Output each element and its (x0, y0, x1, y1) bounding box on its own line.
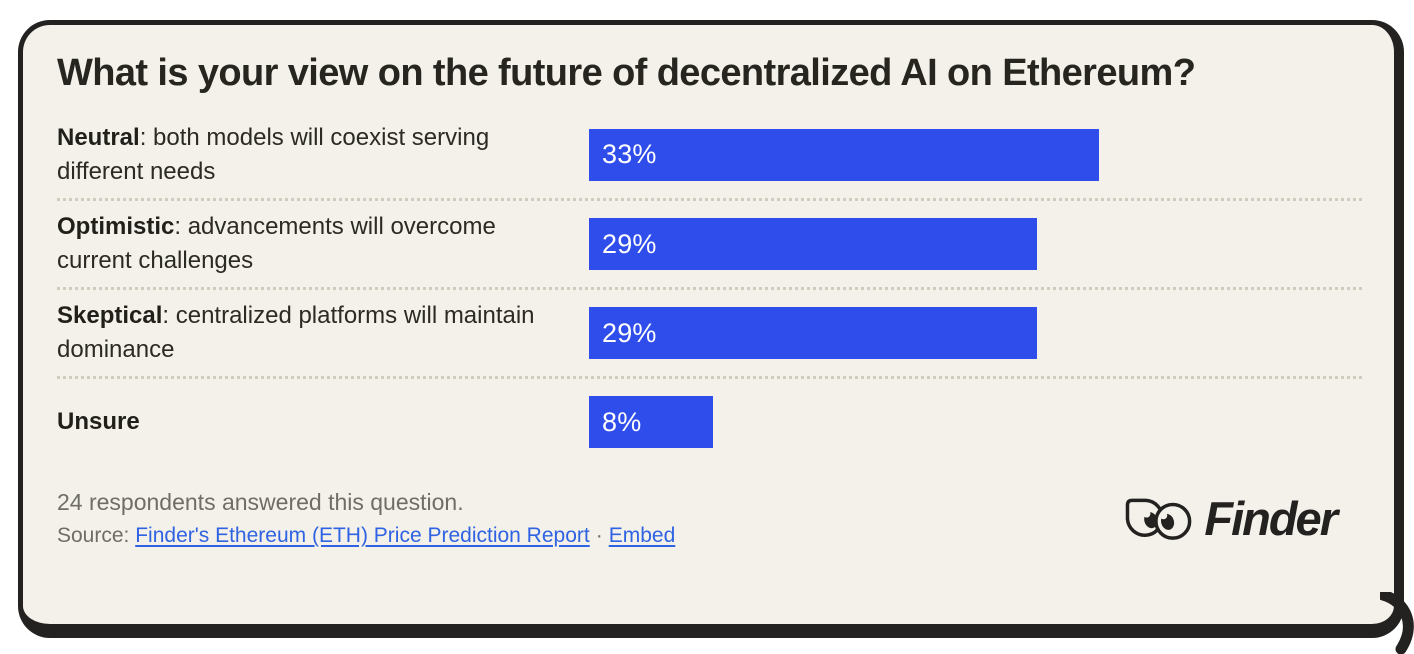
row-label-rest: : centralized platforms will maintain do… (57, 302, 535, 364)
row-label-term: Unsure (57, 408, 140, 436)
row-label-term: Skeptical (57, 302, 163, 330)
footer: 24 respondents answered this question. S… (57, 489, 1362, 548)
chart-row-unsure: Unsure 8% (57, 376, 1362, 465)
row-label: Neutral: both models will coexist servin… (57, 121, 589, 189)
corner-flourish-icon (1380, 592, 1414, 654)
row-label: Unsure (57, 405, 589, 439)
finder-logo: Finder (1124, 491, 1362, 546)
respondents-note: 24 respondents answered this question. (57, 489, 464, 516)
embed-link[interactable]: Embed (608, 524, 676, 548)
bar-unsure: 8% (589, 396, 713, 449)
link-separator: · (595, 524, 603, 548)
chart-row-optimistic: Optimistic: advancements will overcome c… (57, 197, 1362, 287)
page-title: What is your view on the future of decen… (57, 52, 1196, 94)
bar-value-label: 33% (602, 139, 657, 170)
bar-value-label: 29% (602, 317, 657, 348)
bar-chart: Neutral: both models will coexist servin… (57, 112, 1362, 465)
source-report-link[interactable]: Finder's Ethereum (ETH) Price Prediction… (135, 524, 590, 548)
chart-row-neutral: Neutral: both models will coexist servin… (57, 112, 1362, 198)
bar-track: 33% (589, 128, 1362, 181)
finder-eyes-icon (1126, 498, 1192, 540)
footer-text: 24 respondents answered this question. S… (57, 489, 675, 548)
source-label: Source: (57, 524, 130, 548)
chart-row-skeptical: Skeptical: centralized platforms will ma… (57, 287, 1362, 376)
row-label: Skeptical: centralized platforms will ma… (57, 299, 589, 367)
bar-value-label: 8% (602, 406, 642, 437)
bar-optimistic: 29% (589, 218, 1038, 271)
row-label-rest: : advancements will overcome current cha… (57, 212, 496, 275)
bar-neutral: 33% (589, 128, 1100, 181)
bar-track: 8% (589, 396, 1362, 449)
bar-skeptical: 29% (589, 307, 1038, 360)
bar-value-label: 29% (602, 228, 657, 259)
survey-card: What is your view on the future of decen… (18, 20, 1404, 638)
row-label-term: Optimistic (57, 212, 175, 240)
finder-wordmark: Finder (1204, 492, 1338, 546)
row-label-rest: : both models will coexist serving diffe… (57, 123, 490, 185)
bar-track: 29% (589, 307, 1362, 360)
row-label: Optimistic: advancements will overcome c… (57, 210, 589, 278)
source-line: Source: Finder's Ethereum (ETH) Price Pr… (57, 524, 675, 548)
bar-track: 29% (589, 218, 1362, 271)
row-label-term: Neutral (57, 123, 140, 151)
